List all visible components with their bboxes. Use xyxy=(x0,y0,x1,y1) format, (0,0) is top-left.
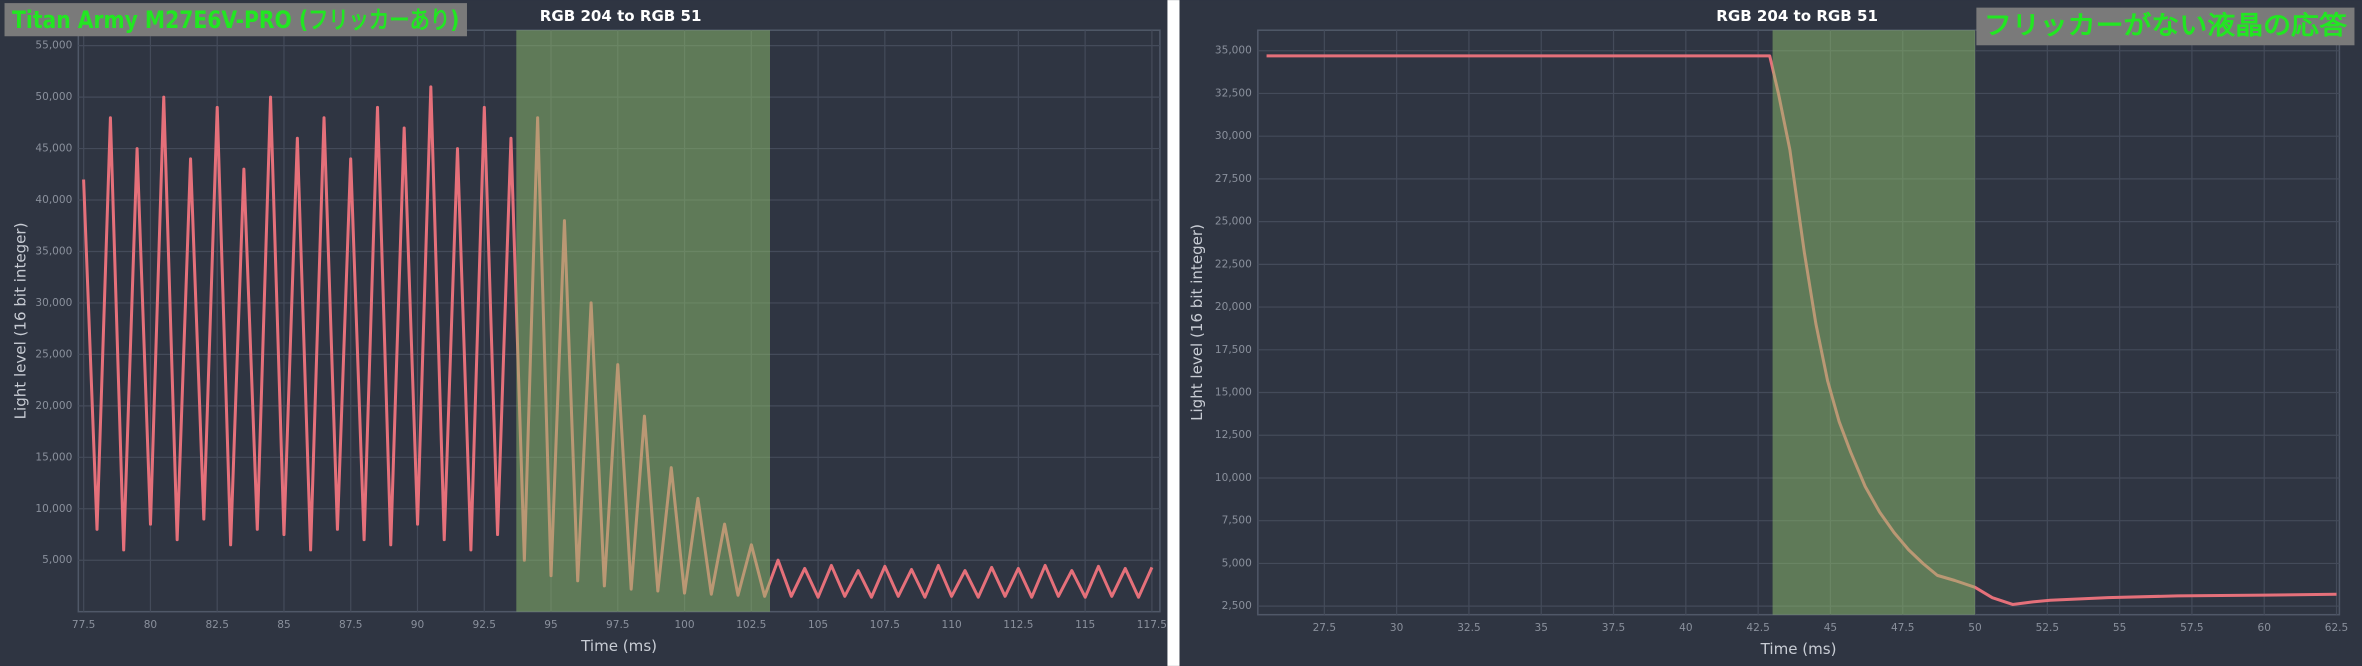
chart-title: RGB 204 to RGB 51 xyxy=(1716,7,1878,25)
x-tick-label: 40 xyxy=(1679,622,1692,634)
y-tick-label: 55,000 xyxy=(35,40,72,52)
y-axis-label: Light level (16 bit integer) xyxy=(12,223,30,420)
x-tick-label: 80 xyxy=(144,619,157,631)
x-tick-label: 60 xyxy=(2258,622,2271,634)
y-tick-label: 15,000 xyxy=(1215,387,1252,399)
x-tick-label: 107.5 xyxy=(870,619,900,631)
annotation-box xyxy=(1976,7,2355,46)
x-tick-label: 102.5 xyxy=(736,619,766,631)
x-tick-label: 55 xyxy=(2113,622,2126,634)
y-tick-label: 45,000 xyxy=(35,143,72,155)
y-tick-label: 30,000 xyxy=(1215,130,1252,142)
x-tick-label: 52.5 xyxy=(2036,622,2059,634)
x-tick-label: 35 xyxy=(1535,622,1548,634)
x-axis-label: Time (ms) xyxy=(580,637,657,655)
x-axis-label: Time (ms) xyxy=(1760,640,1837,658)
x-tick-label: 85 xyxy=(277,619,290,631)
annotation-box xyxy=(4,3,467,37)
y-tick-label: 2,500 xyxy=(1222,600,1252,612)
x-tick-label: 50 xyxy=(1968,622,1981,634)
x-tick-label: 97.5 xyxy=(606,619,629,631)
y-tick-label: 25,000 xyxy=(1215,216,1252,228)
y-tick-label: 10,000 xyxy=(1215,472,1252,484)
shaded-region xyxy=(516,30,771,612)
x-tick-label: 112.5 xyxy=(1003,619,1033,631)
y-tick-label: 25,000 xyxy=(35,348,72,360)
y-tick-label: 12,500 xyxy=(1215,429,1252,441)
x-tick-label: 115 xyxy=(1075,619,1095,631)
x-tick-label: 45 xyxy=(1824,622,1837,634)
x-tick-label: 47.5 xyxy=(1891,622,1914,634)
y-tick-label: 15,000 xyxy=(35,451,72,463)
chart-title: RGB 204 to RGB 51 xyxy=(540,7,702,25)
y-tick-label: 20,000 xyxy=(35,400,72,412)
x-tick-label: 27.5 xyxy=(1313,622,1336,634)
annotation: フリッカーがない液晶の応答 xyxy=(1984,10,2347,41)
y-tick-label: 32,500 xyxy=(1215,87,1252,99)
y-tick-label: 30,000 xyxy=(35,297,72,309)
x-tick-label: 37.5 xyxy=(1602,622,1625,634)
x-tick-label: 30 xyxy=(1390,622,1403,634)
x-tick-label: 105 xyxy=(808,619,828,631)
x-tick-label: 87.5 xyxy=(339,619,362,631)
y-tick-label: 40,000 xyxy=(35,194,72,206)
x-tick-label: 110 xyxy=(942,619,962,631)
y-tick-label: 10,000 xyxy=(35,503,72,515)
x-tick-label: 90 xyxy=(411,619,424,631)
y-tick-label: 5,000 xyxy=(42,554,72,566)
x-tick-label: 62.5 xyxy=(2325,622,2348,634)
annotation: Titan Army M27E6V-PRO (フリッカーあり) xyxy=(12,6,459,34)
x-tick-label: 42.5 xyxy=(1746,622,1769,634)
x-tick-label: 117.5 xyxy=(1137,619,1167,631)
x-tick-label: 77.5 xyxy=(72,619,95,631)
y-tick-label: 17,500 xyxy=(1215,344,1252,356)
separator xyxy=(1167,0,1180,666)
y-tick-label: 20,000 xyxy=(1215,301,1252,313)
x-tick-label: 100 xyxy=(674,619,694,631)
x-tick-label: 95 xyxy=(544,619,557,631)
x-tick-label: 57.5 xyxy=(2180,622,2203,634)
y-axis-label: Light level (16 bit integer) xyxy=(1188,224,1206,421)
y-tick-label: 50,000 xyxy=(35,91,72,103)
shaded-region xyxy=(1772,30,1976,615)
y-tick-label: 7,500 xyxy=(1222,515,1252,527)
y-tick-label: 35,000 xyxy=(1215,45,1252,57)
y-tick-label: 27,500 xyxy=(1215,173,1252,185)
x-tick-label: 92.5 xyxy=(473,619,496,631)
x-tick-label: 82.5 xyxy=(205,619,228,631)
x-tick-label: 32.5 xyxy=(1457,622,1480,634)
y-tick-label: 35,000 xyxy=(35,245,72,257)
y-tick-label: 5,000 xyxy=(1222,557,1252,569)
y-tick-label: 22,500 xyxy=(1215,258,1252,270)
